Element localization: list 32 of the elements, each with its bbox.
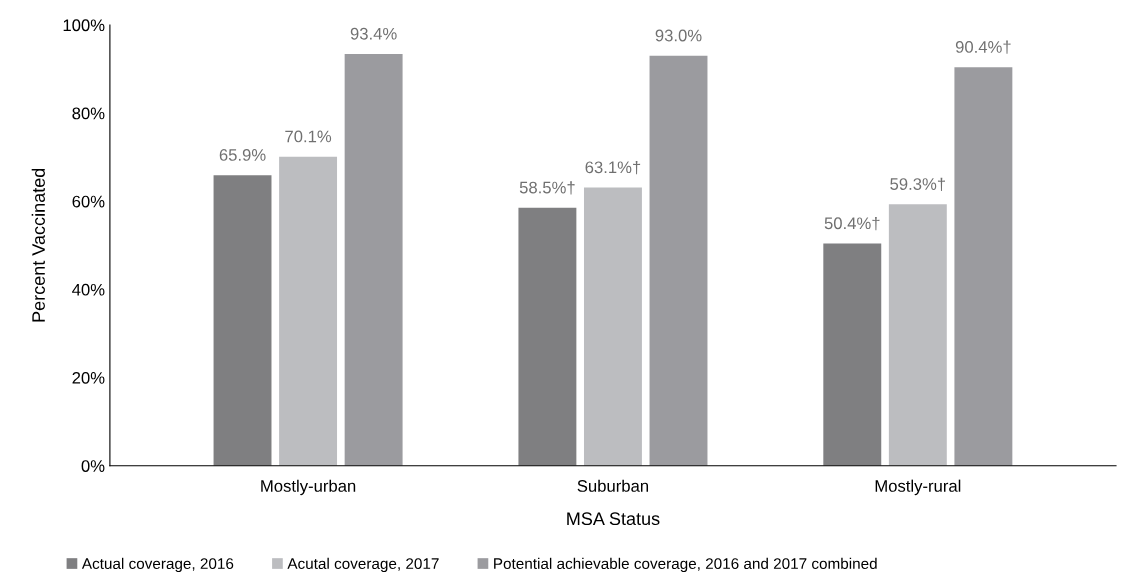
y-tick-label: 20% xyxy=(72,371,105,384)
data-label: 70.1% xyxy=(285,130,332,143)
y-tick-label: 100% xyxy=(63,19,105,32)
bar xyxy=(279,156,338,466)
legend-label: Actual coverage, 2016 xyxy=(81,557,234,573)
bar xyxy=(583,187,642,466)
bar xyxy=(954,67,1013,466)
data-label: 93.4% xyxy=(350,27,397,40)
data-label: 65.9% xyxy=(219,149,266,161)
bar xyxy=(823,243,882,466)
bar xyxy=(888,204,947,466)
y-tick-label: 0% xyxy=(81,460,105,472)
legend-label: Acutal coverage, 2017 xyxy=(287,557,439,573)
bar xyxy=(518,207,577,466)
y-tick-label: 60% xyxy=(72,195,105,208)
data-label: 63.1%† xyxy=(585,160,641,175)
bar xyxy=(649,55,708,466)
y-tick-label: 40% xyxy=(72,283,105,296)
x-tick-label: Suburban xyxy=(577,479,649,492)
data-label: 50.4%† xyxy=(824,216,880,231)
bar xyxy=(344,54,403,466)
bar xyxy=(213,175,272,466)
data-label: 93.0% xyxy=(655,29,702,42)
x-tick-label: Mostly-urban xyxy=(261,479,356,496)
data-label: 59.3%† xyxy=(890,177,945,191)
y-axis-title: Percent Vaccinated xyxy=(31,168,45,322)
x-tick-label: Mostly-rural xyxy=(875,479,961,496)
x-axis-title: MSA Status xyxy=(567,512,660,526)
data-label: 58.5%† xyxy=(519,181,575,195)
y-tick-label: 80% xyxy=(72,107,105,120)
data-label: 90.4%† xyxy=(955,40,1011,54)
legend-label: Potential achievable coverage, 2016 and 2017 combined xyxy=(494,557,877,573)
